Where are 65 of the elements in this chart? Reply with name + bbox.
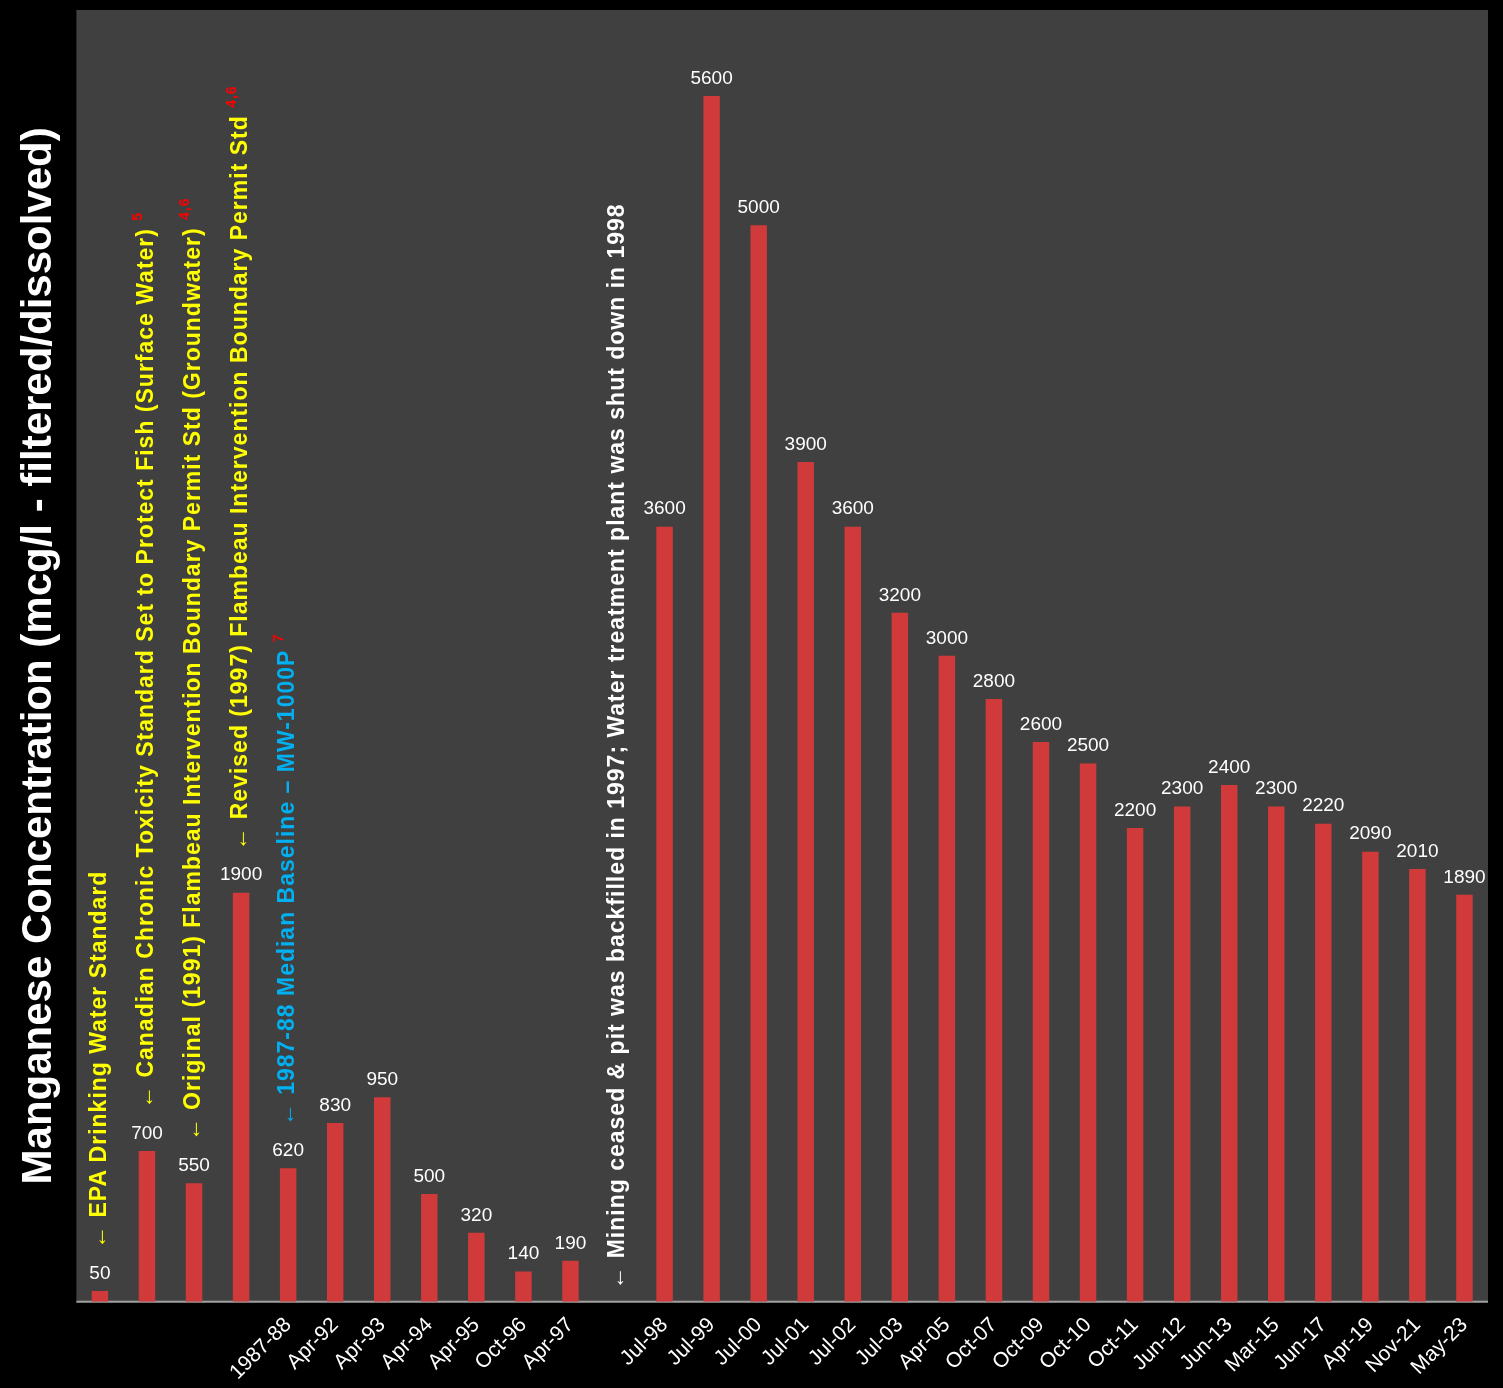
- bar: [891, 612, 909, 1302]
- annotation: ← Canadian Chronic Toxicity Standard Set to Protect Fish (Surface Water) 5: [128, 211, 159, 1109]
- data-label: 3600: [831, 497, 874, 519]
- bar: [750, 225, 767, 1302]
- bar: [656, 526, 673, 1302]
- data-label: 2200: [1113, 798, 1157, 820]
- data-label: 2400: [1208, 755, 1251, 777]
- bar: [279, 1168, 297, 1302]
- bar: [844, 526, 862, 1302]
- data-label: 140: [507, 1242, 540, 1264]
- data-label: 190: [554, 1231, 587, 1253]
- bar: [703, 96, 720, 1302]
- data-label: 2600: [1019, 712, 1063, 734]
- bar: [1409, 868, 1426, 1302]
- data-label: 2300: [1255, 777, 1298, 799]
- data-label: 700: [131, 1121, 163, 1143]
- annotation: ← Revised (1997) Flambeau Intervention Boundary Permit Std 4,6: [222, 85, 253, 851]
- annotation: ← EPA Drinking Water Standard: [85, 870, 112, 1249]
- data-label: 2090: [1349, 822, 1392, 844]
- bar: [1268, 806, 1285, 1302]
- bar: [1220, 785, 1238, 1302]
- bar: [91, 1290, 109, 1302]
- bar: [515, 1271, 532, 1302]
- data-label: 2300: [1161, 777, 1204, 799]
- annotation: ← Mining ceased & pit was backfilled in 1997; Water treatment plant was shut down in 1998: [602, 203, 629, 1290]
- data-label: 5600: [690, 66, 733, 88]
- data-label: 3200: [878, 583, 921, 605]
- bar: [1126, 828, 1144, 1302]
- bar: [326, 1123, 344, 1302]
- data-label: 1890: [1443, 865, 1486, 887]
- bar: [1362, 851, 1379, 1302]
- data-label: 2010: [1396, 839, 1439, 861]
- data-label: 5000: [737, 196, 780, 218]
- y-axis-title: Manganese Concentration (mcg/l - filtered/dissolved): [12, 127, 60, 1185]
- bar: [985, 698, 1003, 1302]
- bar: [562, 1260, 579, 1302]
- data-label: 550: [178, 1154, 210, 1176]
- bar: [1032, 741, 1050, 1302]
- bar: [938, 655, 956, 1302]
- data-label: 950: [366, 1067, 399, 1089]
- annotation: ← 1987-88 Median Baseline – MW-1000P 7: [270, 633, 300, 1127]
- data-label: 2220: [1302, 794, 1345, 816]
- bar: [421, 1194, 438, 1302]
- bar: [1173, 806, 1191, 1302]
- data-label: 500: [413, 1164, 446, 1186]
- data-label: 50: [89, 1261, 111, 1283]
- annotation: ← Original (1991) Flambeau Intervention Boundary Permit Std (Groundwater) 4,6: [175, 197, 206, 1142]
- data-label: 3000: [925, 626, 969, 648]
- bar: [185, 1183, 203, 1302]
- bar: [232, 892, 250, 1302]
- data-label: 620: [272, 1138, 304, 1160]
- bar: [797, 462, 814, 1302]
- data-label: 3900: [784, 432, 827, 454]
- bar: [468, 1232, 485, 1302]
- bar: [1079, 763, 1097, 1302]
- data-label: 3600: [643, 497, 686, 519]
- data-label: 1900: [219, 863, 263, 885]
- data-label: 320: [460, 1203, 493, 1225]
- data-label: 2500: [1066, 734, 1110, 756]
- bar: [1456, 894, 1473, 1302]
- bar: [1315, 823, 1332, 1302]
- bar: [138, 1150, 156, 1302]
- bar: [374, 1097, 391, 1302]
- data-label: 830: [319, 1093, 352, 1115]
- data-label: 2800: [972, 669, 1016, 691]
